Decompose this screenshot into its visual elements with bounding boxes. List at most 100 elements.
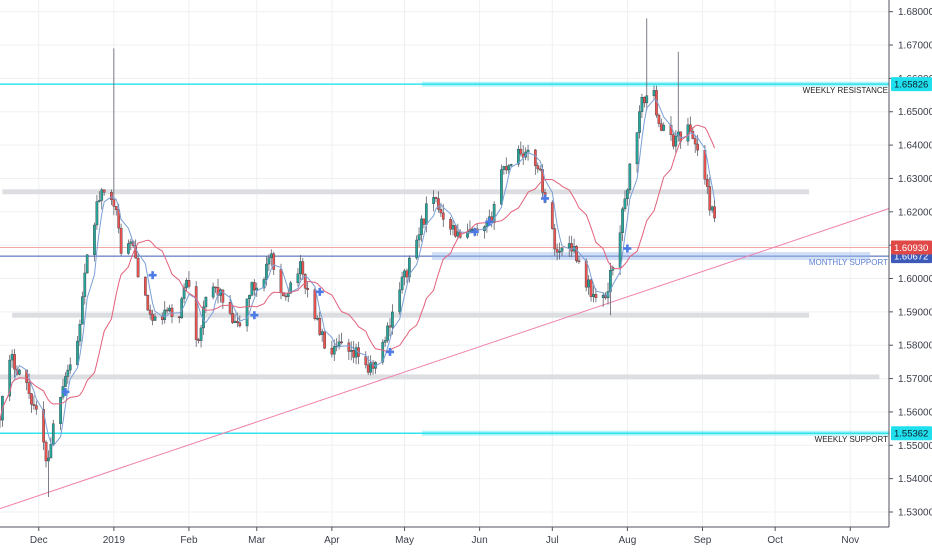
price-tick-label: 1.63000	[898, 174, 932, 185]
candle	[708, 186, 712, 211]
price-tick-label: 1.59000	[898, 307, 932, 318]
candle	[536, 165, 540, 170]
candle	[398, 289, 402, 313]
candle	[68, 364, 72, 371]
time-tick-label: Nov	[841, 535, 859, 546]
time-tick-label: Apr	[324, 535, 340, 546]
candle	[662, 124, 666, 131]
candle	[502, 166, 506, 170]
candle	[238, 322, 242, 327]
time-tick-label: Mar	[248, 535, 266, 546]
candle	[577, 260, 581, 263]
candle	[165, 309, 169, 312]
candle	[245, 298, 249, 327]
candle	[250, 282, 254, 296]
time-tick-label: Sep	[694, 535, 712, 546]
candle	[66, 369, 70, 377]
price-tick-label: 1.58000	[898, 341, 932, 352]
candle	[323, 331, 326, 349]
price-tick-label: 1.60000	[898, 274, 932, 285]
candle	[34, 405, 38, 410]
candle	[391, 311, 394, 328]
candle	[51, 423, 55, 445]
signal-marker	[485, 217, 494, 226]
candle	[44, 441, 48, 462]
signal-marker	[250, 311, 259, 320]
signal-marker	[315, 287, 324, 296]
horizontal-zones	[0, 189, 880, 380]
price-tick-label: 1.65000	[898, 107, 932, 118]
candle	[507, 165, 511, 171]
candle	[299, 261, 302, 275]
candle	[628, 163, 632, 191]
sr-band	[432, 252, 870, 261]
candle	[303, 274, 307, 289]
price-tag-text: 1.55362	[894, 429, 928, 440]
trendline	[0, 207, 890, 510]
grid	[0, 0, 889, 527]
candle	[30, 393, 33, 405]
candle	[555, 248, 559, 253]
candle	[332, 346, 336, 355]
candle	[439, 209, 443, 214]
signal-marker	[385, 347, 394, 356]
price-tick-label: 1.68000	[898, 7, 932, 18]
price-tag: 1.65826	[891, 77, 932, 92]
time-tick-label: Feb	[180, 535, 198, 546]
candle	[405, 270, 409, 278]
last-price-tag-text: 1.60930	[894, 243, 928, 254]
candle	[519, 148, 523, 155]
candle	[93, 224, 96, 256]
candle	[47, 457, 50, 462]
candle	[27, 382, 31, 394]
candle	[696, 143, 699, 151]
candle	[589, 279, 593, 297]
candle	[64, 376, 67, 387]
candle	[517, 148, 520, 165]
candle	[592, 294, 595, 297]
signal-marker	[623, 244, 632, 253]
candle	[267, 257, 271, 265]
candle	[194, 286, 198, 340]
last-price-tag: 1.60930	[891, 240, 932, 255]
candle	[102, 189, 106, 193]
price-tick-label: 1.54000	[898, 474, 932, 485]
candle	[652, 90, 656, 96]
time-tick-label: Aug	[618, 535, 636, 546]
moving-average-line	[0, 99, 716, 447]
candle	[136, 257, 140, 278]
candle	[674, 135, 678, 147]
sr-zone	[12, 312, 810, 318]
sr-zone	[0, 374, 880, 380]
candle	[553, 228, 557, 250]
candle	[638, 111, 641, 133]
candle	[504, 166, 508, 171]
candle	[236, 320, 239, 323]
candle	[415, 239, 418, 259]
price-tick-label: 1.53000	[898, 507, 932, 518]
candle	[424, 203, 428, 225]
candle	[18, 369, 21, 375]
candle	[587, 279, 590, 288]
candle	[567, 243, 571, 249]
candle	[454, 225, 457, 237]
candle	[248, 294, 251, 300]
signal-marker	[148, 271, 157, 280]
candle	[265, 263, 268, 280]
candle	[306, 288, 309, 290]
candle	[318, 318, 322, 335]
candle	[160, 316, 164, 320]
candle	[148, 309, 152, 315]
candle	[642, 97, 646, 104]
candle	[533, 149, 537, 166]
candle	[570, 243, 574, 252]
candle	[231, 313, 234, 323]
candle	[13, 354, 16, 370]
candle	[8, 359, 12, 397]
candle	[85, 254, 89, 274]
candle	[352, 350, 356, 358]
signal-markers	[61, 194, 632, 396]
candle	[347, 342, 351, 352]
candle	[471, 229, 474, 231]
